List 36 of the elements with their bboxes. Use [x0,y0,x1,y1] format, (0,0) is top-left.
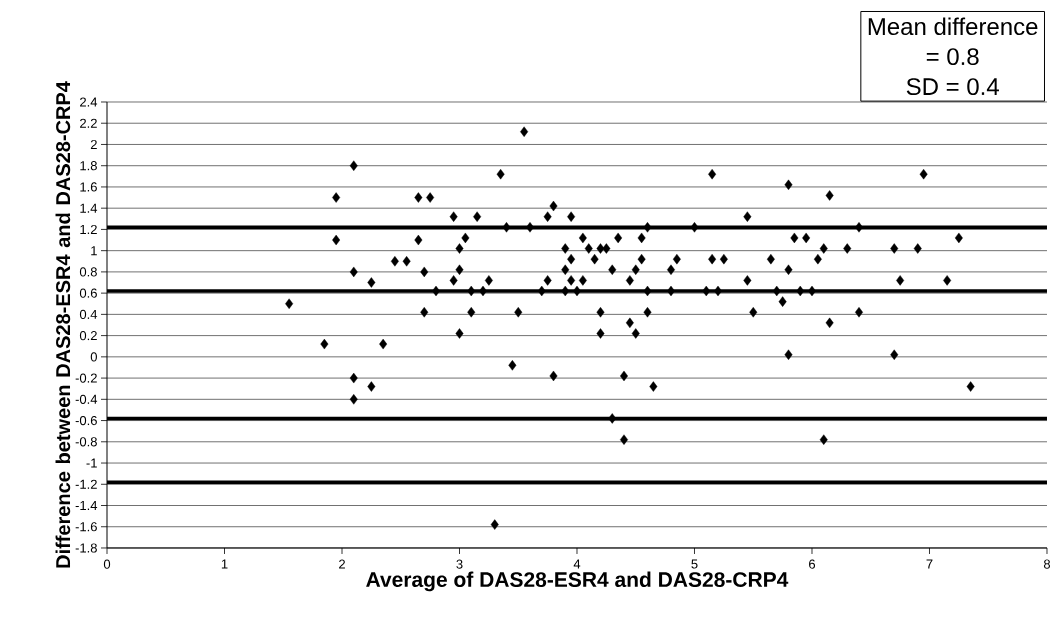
y-tick-label: 2.2 [80,118,97,128]
x-tick-label: 0 [103,559,111,569]
text: Mean difference [868,17,1038,36]
y-tick-label: 2.4 [80,97,98,107]
y-tick-label: -0.4 [75,394,98,404]
y-tick-label: 1.6 [80,182,97,192]
y-tick-label: 1 [91,246,97,256]
y-tick-label: 1.4 [80,203,98,213]
x-tick-label: 6 [809,559,816,569]
text: = 0.8 [926,48,979,66]
x-tick-label: 4 [573,559,581,569]
y-tick-label: 0.2 [79,331,97,341]
y-tick-label: -0.8 [75,437,97,447]
x-tick-label: 2 [339,559,345,569]
y-tick-label: 0 [90,352,97,362]
y-tick-label: -1.2 [75,479,97,489]
y-tick-label: 0.4 [79,309,98,319]
x-tick-label: 5 [691,559,698,569]
y-tick-label: 1.2 [80,224,97,234]
x-tick-label: 3 [456,559,463,569]
y-tick-label: 0.6 [79,288,97,298]
x-tick-label: 8 [1043,559,1051,569]
y-tick-label: -1.4 [75,501,98,510]
text: SD = 0.4 [906,78,999,96]
y-tick-label: -0.6 [75,415,97,426]
y-tick-label: -1.8 [75,543,97,553]
y-tick-label: -0.2 [75,373,97,383]
x-tick-label: 7 [926,559,933,569]
y-tick-label: -1 [86,458,97,468]
y-tick-label: 1.8 [80,161,97,171]
y-axis-title: Difference between DAS28-ESR4 and DAS28-CRP4 [55,81,71,568]
x-tick-label: 1 [221,559,228,569]
y-tick-label: -1.6 [75,522,97,532]
x-axis-title: Average of DAS28-ESR4 and DAS28-CRP4 [366,571,789,592]
y-tick-label: 2 [90,139,97,149]
y-tick-label: 0.8 [79,267,97,277]
